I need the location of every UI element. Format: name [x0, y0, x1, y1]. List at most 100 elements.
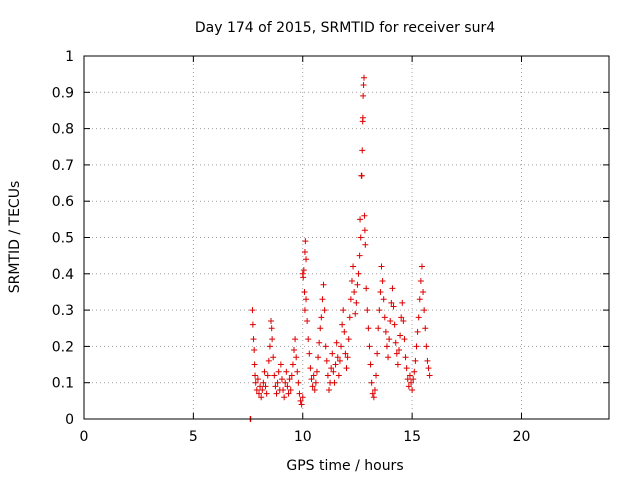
- data-point: [388, 299, 395, 306]
- data-point: [421, 307, 428, 314]
- data-point: [257, 383, 264, 390]
- data-point: [329, 350, 336, 357]
- data-point: [353, 299, 360, 306]
- data-point: [379, 278, 386, 285]
- data-point: [302, 238, 309, 245]
- data-point: [270, 354, 277, 361]
- y-tick-label: 0: [65, 412, 74, 428]
- data-point: [301, 249, 308, 256]
- data-point: [258, 394, 265, 401]
- data-point: [296, 390, 303, 397]
- data-point: [423, 343, 430, 350]
- y-tick-label: 0.2: [52, 339, 74, 355]
- data-point: [399, 299, 406, 306]
- data-point: [396, 347, 402, 354]
- data-point: [289, 361, 296, 368]
- data-point: [400, 317, 407, 324]
- data-point: [300, 267, 307, 274]
- data-point: [251, 361, 258, 368]
- y-tick-label: 0.7: [52, 158, 74, 174]
- y-tick-labels: 0 0.1 0.2 0.3 0.4 0.5 0.6 0.7 0.8 0.9 1: [52, 49, 74, 428]
- data-point: [383, 343, 390, 350]
- data-point: [260, 379, 267, 386]
- data-point: [283, 368, 290, 375]
- x-tick-label: 10: [294, 429, 312, 445]
- data-point: [357, 234, 364, 241]
- data-point: [297, 397, 304, 404]
- data-point: [357, 216, 364, 223]
- data-point: [309, 383, 316, 390]
- data-point: [293, 354, 300, 361]
- data-point: [253, 386, 260, 393]
- data-point: [280, 386, 287, 393]
- data-point: [420, 288, 427, 295]
- data-point: [402, 354, 409, 361]
- data-point: [340, 307, 347, 314]
- data-point: [273, 390, 280, 397]
- data-point: [311, 386, 318, 393]
- data-point: [381, 314, 388, 321]
- y-tick-label: 0.6: [52, 194, 74, 210]
- data-point: [360, 82, 367, 89]
- data-point: [308, 376, 315, 383]
- data-point: [317, 325, 324, 332]
- y-tick-label: 1: [65, 49, 74, 65]
- data-point: [376, 307, 383, 314]
- data-point: [363, 285, 370, 292]
- x-axis-label: GPS time / hours: [286, 458, 403, 474]
- data-point: [361, 212, 368, 219]
- data-point: [312, 379, 319, 386]
- data-point: [294, 368, 301, 375]
- data-point: [306, 350, 313, 357]
- data-point: [422, 325, 429, 332]
- data-point: [307, 365, 314, 372]
- data-point: [324, 372, 331, 379]
- data-point: [361, 227, 368, 234]
- grid-lines: [84, 56, 609, 419]
- data-point: [377, 288, 384, 295]
- data-point: [287, 386, 294, 393]
- data-point: [382, 328, 389, 335]
- data-point: [303, 296, 310, 303]
- data-point: [355, 270, 362, 277]
- data-point: [359, 147, 366, 154]
- x-tick-labels: 0 5 10 15 20: [80, 429, 531, 445]
- data-point: [370, 394, 377, 401]
- data-point: [358, 172, 365, 179]
- data-point: [416, 296, 423, 303]
- data-point: [336, 357, 343, 364]
- data-point: [426, 372, 433, 379]
- data-point: [362, 241, 369, 248]
- data-point: [326, 386, 332, 393]
- data-point: [268, 325, 275, 332]
- data-point: [322, 343, 329, 350]
- data-point: [397, 332, 404, 339]
- x-tick-label: 5: [189, 429, 198, 445]
- data-point: [393, 350, 400, 357]
- data-point: [298, 401, 305, 408]
- data-point: [334, 354, 341, 361]
- data-point: [265, 357, 272, 364]
- data-point: [346, 314, 353, 321]
- chart-title: Day 174 of 2015, SRMTID for receiver sur…: [195, 20, 495, 36]
- data-point: [356, 252, 363, 259]
- data-point: [360, 92, 367, 99]
- data-point: [318, 314, 325, 321]
- data-point: [412, 357, 419, 364]
- y-axis-label: SRMTID / TECUs: [7, 181, 23, 294]
- data-point: [339, 321, 346, 328]
- data-point: [316, 339, 323, 346]
- data-point: [352, 310, 359, 317]
- data-point: [413, 343, 420, 350]
- data-point: [345, 336, 352, 343]
- data-point: [259, 386, 266, 393]
- data-point: [281, 394, 288, 401]
- data-point: [335, 372, 342, 379]
- data-point: [417, 278, 424, 285]
- x-tick-label: 0: [80, 429, 89, 445]
- data-point: [330, 368, 337, 375]
- data-point: [389, 285, 396, 292]
- data-point: [249, 307, 256, 314]
- data-point: [385, 354, 392, 361]
